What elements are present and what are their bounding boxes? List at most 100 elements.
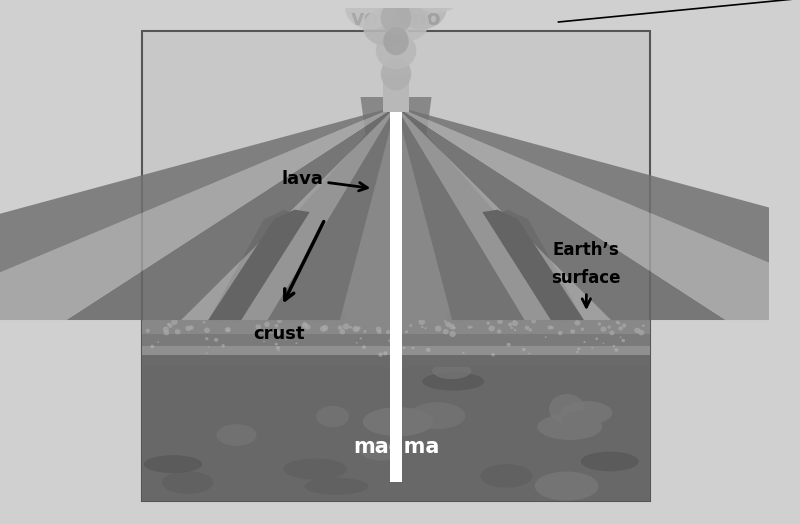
Ellipse shape bbox=[531, 319, 536, 323]
Ellipse shape bbox=[202, 321, 206, 323]
Bar bbox=[142, 320, 650, 334]
Ellipse shape bbox=[452, 326, 456, 330]
Ellipse shape bbox=[376, 32, 416, 69]
Ellipse shape bbox=[525, 325, 530, 330]
Polygon shape bbox=[396, 106, 611, 320]
Ellipse shape bbox=[206, 352, 208, 354]
Ellipse shape bbox=[381, 1, 411, 34]
Ellipse shape bbox=[528, 353, 530, 354]
Ellipse shape bbox=[162, 471, 214, 494]
Ellipse shape bbox=[446, 322, 451, 327]
Ellipse shape bbox=[547, 325, 552, 330]
Ellipse shape bbox=[208, 346, 210, 347]
Ellipse shape bbox=[421, 326, 423, 328]
Polygon shape bbox=[208, 210, 346, 320]
Bar bbox=[142, 355, 650, 367]
Ellipse shape bbox=[383, 352, 387, 355]
Ellipse shape bbox=[581, 452, 638, 471]
Ellipse shape bbox=[302, 323, 308, 329]
Polygon shape bbox=[182, 106, 396, 320]
Ellipse shape bbox=[576, 351, 578, 353]
Ellipse shape bbox=[383, 4, 429, 41]
Ellipse shape bbox=[350, 326, 352, 329]
Ellipse shape bbox=[449, 324, 455, 329]
Ellipse shape bbox=[614, 348, 618, 352]
Ellipse shape bbox=[168, 323, 173, 328]
Ellipse shape bbox=[434, 325, 442, 332]
Ellipse shape bbox=[274, 330, 281, 336]
Ellipse shape bbox=[618, 326, 623, 331]
Ellipse shape bbox=[386, 330, 390, 334]
Ellipse shape bbox=[322, 325, 328, 331]
Ellipse shape bbox=[276, 346, 280, 350]
Ellipse shape bbox=[574, 320, 581, 325]
Ellipse shape bbox=[362, 407, 434, 436]
Ellipse shape bbox=[622, 339, 625, 342]
Ellipse shape bbox=[388, 339, 391, 342]
Ellipse shape bbox=[583, 341, 586, 343]
Ellipse shape bbox=[205, 337, 209, 340]
Bar bbox=[383, 74, 409, 112]
Text: Earth’s: Earth’s bbox=[553, 241, 620, 259]
Ellipse shape bbox=[376, 326, 382, 332]
Ellipse shape bbox=[598, 322, 601, 325]
Polygon shape bbox=[446, 210, 584, 320]
Text: volcano: volcano bbox=[350, 8, 442, 28]
Ellipse shape bbox=[425, 328, 426, 330]
Ellipse shape bbox=[409, 0, 465, 13]
Ellipse shape bbox=[620, 336, 622, 338]
Ellipse shape bbox=[468, 325, 471, 329]
Ellipse shape bbox=[442, 329, 449, 334]
Ellipse shape bbox=[320, 326, 326, 332]
Ellipse shape bbox=[402, 346, 406, 349]
Ellipse shape bbox=[163, 330, 170, 335]
Ellipse shape bbox=[396, 0, 446, 29]
Ellipse shape bbox=[513, 320, 515, 322]
Text: lava: lava bbox=[282, 170, 367, 191]
Ellipse shape bbox=[278, 350, 279, 351]
Ellipse shape bbox=[613, 345, 615, 347]
Ellipse shape bbox=[377, 330, 382, 334]
Ellipse shape bbox=[167, 323, 170, 326]
Ellipse shape bbox=[498, 319, 502, 324]
Ellipse shape bbox=[346, 0, 396, 29]
Ellipse shape bbox=[411, 347, 414, 350]
Ellipse shape bbox=[486, 321, 490, 325]
Ellipse shape bbox=[616, 321, 619, 324]
Ellipse shape bbox=[618, 322, 621, 325]
Ellipse shape bbox=[409, 402, 466, 429]
Ellipse shape bbox=[305, 324, 310, 330]
Ellipse shape bbox=[274, 324, 278, 328]
Ellipse shape bbox=[363, 8, 409, 46]
Ellipse shape bbox=[642, 324, 645, 327]
Ellipse shape bbox=[370, 0, 422, 8]
Polygon shape bbox=[482, 210, 584, 320]
Ellipse shape bbox=[204, 328, 210, 333]
Ellipse shape bbox=[163, 326, 169, 332]
Ellipse shape bbox=[432, 362, 471, 379]
Ellipse shape bbox=[522, 348, 526, 351]
Bar bbox=[142, 346, 650, 355]
Ellipse shape bbox=[550, 326, 554, 329]
Ellipse shape bbox=[581, 328, 584, 331]
Ellipse shape bbox=[391, 344, 394, 346]
Text: crust: crust bbox=[254, 325, 305, 343]
Ellipse shape bbox=[217, 424, 257, 446]
Ellipse shape bbox=[491, 353, 495, 356]
Polygon shape bbox=[0, 106, 396, 320]
Ellipse shape bbox=[529, 328, 532, 332]
Ellipse shape bbox=[545, 336, 546, 338]
Ellipse shape bbox=[558, 331, 562, 335]
Ellipse shape bbox=[226, 327, 230, 332]
Ellipse shape bbox=[274, 332, 278, 335]
Ellipse shape bbox=[295, 342, 298, 344]
Polygon shape bbox=[0, 106, 396, 320]
Ellipse shape bbox=[278, 319, 282, 323]
Ellipse shape bbox=[392, 331, 397, 334]
Ellipse shape bbox=[512, 321, 518, 326]
Ellipse shape bbox=[418, 319, 425, 325]
Ellipse shape bbox=[222, 344, 225, 347]
Ellipse shape bbox=[610, 331, 614, 335]
Ellipse shape bbox=[400, 350, 402, 353]
Polygon shape bbox=[267, 106, 396, 320]
